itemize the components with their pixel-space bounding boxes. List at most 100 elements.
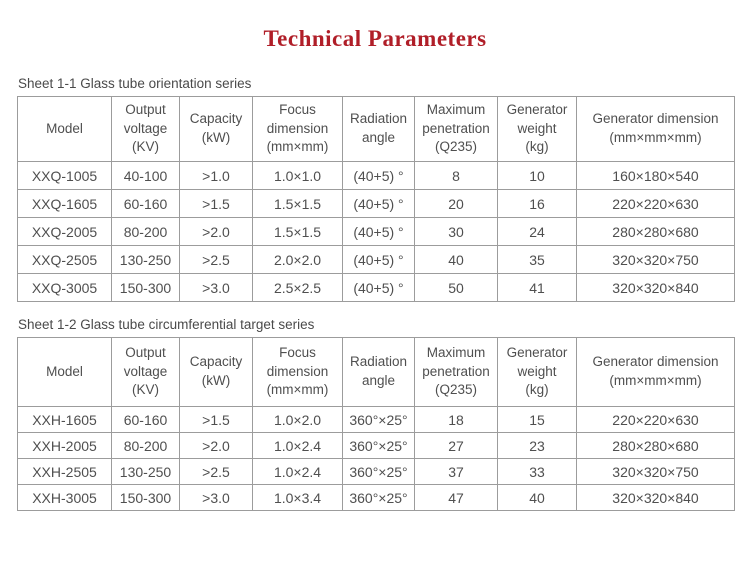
column-header-radiation-angle: Radiation angle [342,96,415,162]
table-row: XXQ-2505 130-250 >2.5 2.0×2.0 (40+5) ° 40 35 32… [17,245,735,274]
table-cell: XXH-1605 [17,406,112,433]
table-row: XXQ-3005 150-300 >3.0 2.5×2.5 (40+5) ° 50 41 32… [17,273,735,302]
table-cell: 33 [497,458,577,485]
table-cell: XXH-2005 [17,432,112,459]
table-cell: >1.5 [179,189,253,218]
table-cell: >2.0 [179,432,253,459]
table-cell: 130-250 [111,458,180,485]
table-cell: 40-100 [111,161,180,190]
glass-tube-orientation-table: Model Output voltage (KV) Capacity (kW) … [17,96,735,302]
column-header-generator-dimension: Generator dimension (mm×mm×mm) [576,96,735,162]
column-header-generator-dimension: Generator dimension (mm×mm×mm) [576,337,735,407]
table-row: XXQ-2005 80-200 >2.0 1.5×1.5 (40+5) ° 30 24 280… [17,217,735,246]
table-cell: 160×180×540 [576,161,735,190]
column-header-output-voltage: Output voltage (KV) [111,96,180,162]
table-cell: 220×220×630 [576,406,735,433]
table-cell: 27 [414,432,498,459]
table-row: XXH-1605 60-160 >1.5 1.0×2.0 360°×25° 18 15 220… [17,406,735,433]
table-cell: 360°×25° [342,406,415,433]
table-cell: XXQ-1605 [17,189,112,218]
table-cell: (40+5) ° [342,161,415,190]
table-body: XXH-1605 60-160 >1.5 1.0×2.0 360°×25° 18 15 220… [17,406,735,511]
table-cell: 40 [414,245,498,274]
table-cell: 15 [497,406,577,433]
table-cell: 8 [414,161,498,190]
table-cell: 60-160 [111,189,180,218]
column-header-capacity: Capacity (kW) [179,96,253,162]
table-cell: (40+5) ° [342,245,415,274]
table-cell: XXQ-2505 [17,245,112,274]
table-cell: 2.0×2.0 [252,245,343,274]
table-cell: 2.5×2.5 [252,273,343,302]
table-cell: 320×320×840 [576,484,735,511]
table-row: XXH-2505 130-250 >2.5 1.0×2.4 360°×25° 37 33 32… [17,458,735,485]
table-cell: (40+5) ° [342,189,415,218]
table-cell: 23 [497,432,577,459]
table-cell: XXH-3005 [17,484,112,511]
table-cell: 18 [414,406,498,433]
column-header-focus-dimension: Focus dimension (mm×mm) [252,96,343,162]
table-cell: XXH-2505 [17,458,112,485]
table-cell: 37 [414,458,498,485]
page-title: Technical Parameters [263,26,487,51]
table-cell: 16 [497,189,577,218]
table-caption-sheet-1-2: Sheet 1-2 Glass tube circumferential tar… [18,317,315,332]
table-cell: 1.0×2.4 [252,458,343,485]
column-header-generator-weight: Generator weight (kg) [497,337,577,407]
table-cell: 130-250 [111,245,180,274]
column-header-focus-dimension: Focus dimension (mm×mm) [252,337,343,407]
table-cell: 1.0×2.0 [252,406,343,433]
table-cell: 41 [497,273,577,302]
column-header-radiation-angle: Radiation angle [342,337,415,407]
table-cell: 1.0×1.0 [252,161,343,190]
table-cell: >2.0 [179,217,253,246]
table-cell: XXQ-2005 [17,217,112,246]
table-cell: 280×280×680 [576,432,735,459]
column-header-capacity: Capacity (kW) [179,337,253,407]
table-row: XXH-2005 80-200 >2.0 1.0×2.4 360°×25° 27 23 280… [17,432,735,459]
table-cell: (40+5) ° [342,217,415,246]
table-caption-sheet-1-1: Sheet 1-1 Glass tube orientation series [18,76,252,91]
column-header-maximum-penetration: Maximum penetration (Q235) [414,337,498,407]
table-row: XXQ-1005 40-100 >1.0 1.0×1.0 (40+5) ° 8 10 160×… [17,161,735,190]
table-cell: 47 [414,484,498,511]
table-cell: 80-200 [111,432,180,459]
content-area: Sheet 1-1 Glass tube orientation series … [17,76,735,511]
table-cell: XXQ-3005 [17,273,112,302]
table-cell: 280×280×680 [576,217,735,246]
table-cell: 320×320×750 [576,245,735,274]
table-cell: 35 [497,245,577,274]
table-cell: 24 [497,217,577,246]
header-row: Model Output voltage (KV) Capacity (kW) … [17,337,735,407]
table-cell: 1.5×1.5 [252,217,343,246]
table-cell: >2.5 [179,245,253,274]
table-cell: 80-200 [111,217,180,246]
column-header-model: Model [17,96,112,162]
table-cell: 220×220×630 [576,189,735,218]
table-body: XXQ-1005 40-100 >1.0 1.0×1.0 (40+5) ° 8 10 160×… [17,161,735,302]
table-cell: (40+5) ° [342,273,415,302]
table-row: XXH-3005 150-300 >3.0 1.0×3.4 360°×25° 47 40 32… [17,484,735,511]
table-cell: 1.5×1.5 [252,189,343,218]
column-header-model: Model [17,337,112,407]
table-cell: 20 [414,189,498,218]
table-cell: 1.0×2.4 [252,432,343,459]
table-cell: 360°×25° [342,458,415,485]
table-cell: 360°×25° [342,432,415,459]
table-cell: 360°×25° [342,484,415,511]
column-header-output-voltage: Output voltage (KV) [111,337,180,407]
column-header-generator-weight: Generator weight (kg) [497,96,577,162]
table-cell: 50 [414,273,498,302]
table-cell: >3.0 [179,484,253,511]
table-row: XXQ-1605 60-160 >1.5 1.5×1.5 (40+5) ° 20 16 220… [17,189,735,218]
header-row: Model Output voltage (KV) Capacity (kW) … [17,96,735,162]
table-cell: 150-300 [111,484,180,511]
glass-tube-circumferential-table: Model Output voltage (KV) Capacity (kW) … [17,337,735,511]
table-cell: 30 [414,217,498,246]
table-cell: 320×320×840 [576,273,735,302]
column-header-maximum-penetration: Maximum penetration (Q235) [414,96,498,162]
table-cell: 10 [497,161,577,190]
table-cell: >2.5 [179,458,253,485]
table-cell: >3.0 [179,273,253,302]
table-cell: 1.0×3.4 [252,484,343,511]
